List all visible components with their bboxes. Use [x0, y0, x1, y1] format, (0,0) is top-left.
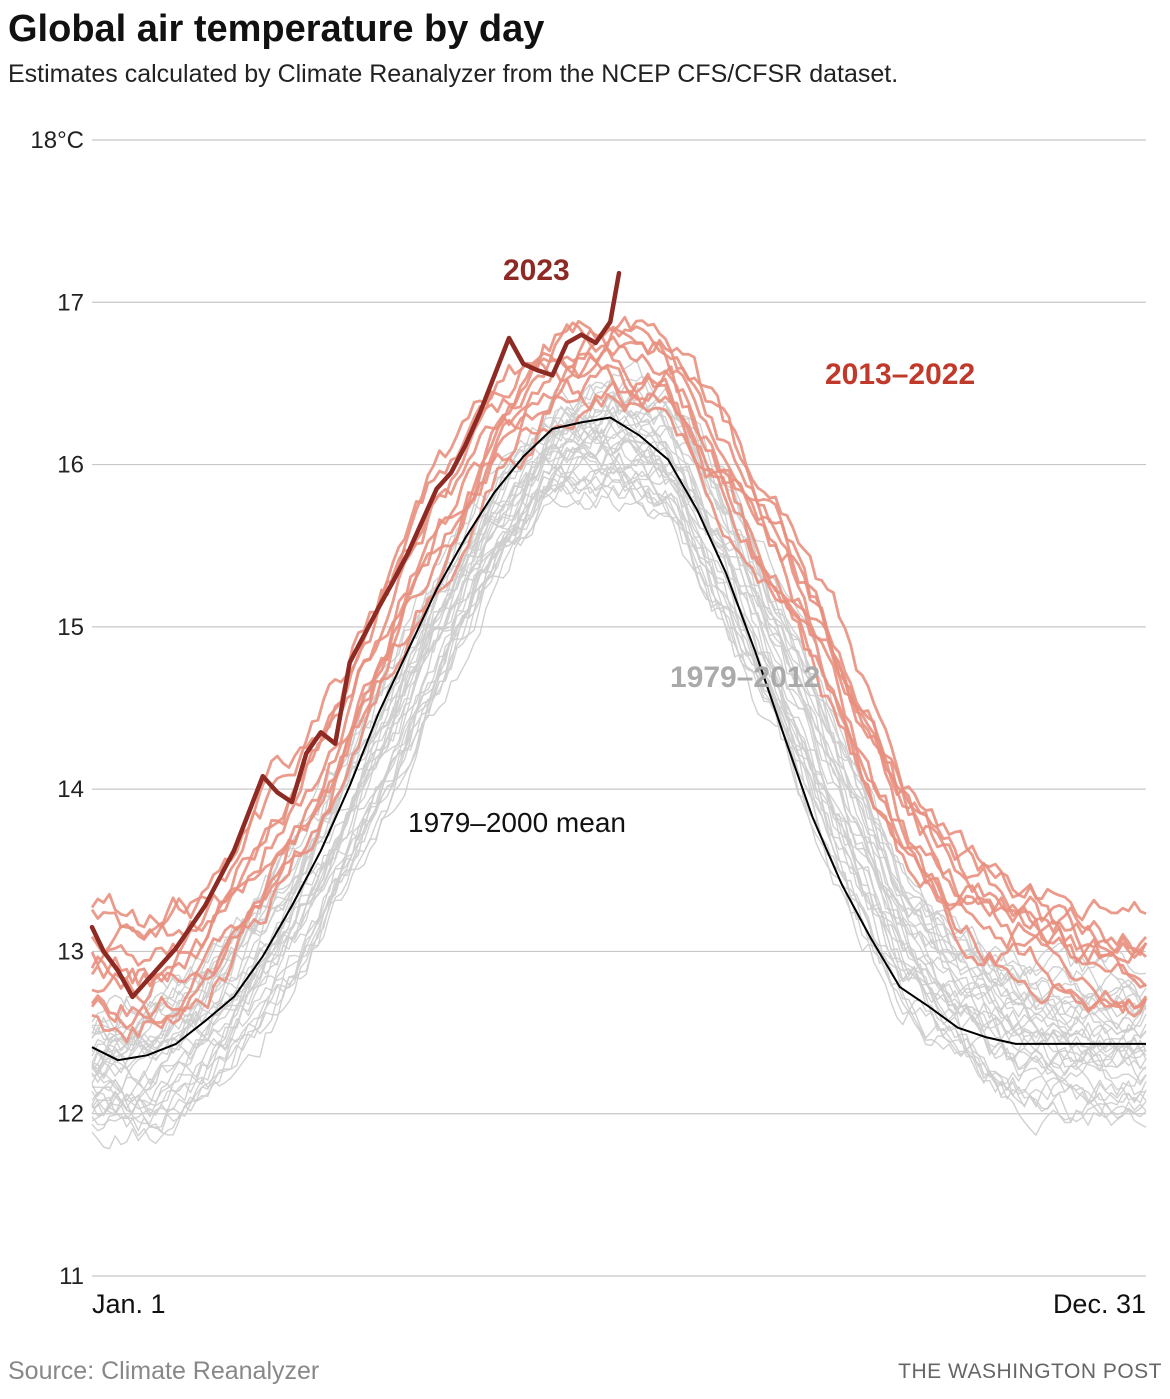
y-tick-label-15: 15 — [57, 614, 84, 641]
series-1979-2012-line-19 — [91, 418, 1147, 1070]
series-2023-line — [89, 270, 622, 1000]
y-tick-label-16: 16 — [57, 452, 84, 479]
series-1979-2012-line-7 — [91, 462, 1147, 1120]
series-1979-2012-lines — [91, 358, 1147, 1150]
series-1979-2012-line-22 — [91, 414, 1147, 1069]
series-2013-2022-line-3 — [90, 363, 1148, 1025]
y-tick-labels: 11 12 13 14 15 16 17 18°C — [30, 127, 84, 1290]
series-2013-2022-line-7 — [90, 334, 1148, 967]
series-2013-2022-lines — [90, 315, 1148, 1044]
series-annotations: 2023 2013–2022 1979–2012 1979–2000 mean — [408, 254, 975, 838]
series-2013-2022-line-8 — [90, 315, 1148, 964]
x-tick-label-start: Jan. 1 — [92, 1289, 166, 1319]
series-mean-line — [91, 416, 1146, 1062]
publisher-credit: THE WASHINGTON POST — [898, 1360, 1162, 1383]
y-tick-label-13: 13 — [57, 938, 84, 965]
mean-1979-2000-line — [91, 416, 1146, 1062]
series-1979-2012-line-2 — [91, 486, 1147, 1145]
label-1979-2012: 1979–2012 — [670, 661, 820, 694]
label-2023: 2023 — [503, 254, 570, 287]
y-tick-label-14: 14 — [57, 776, 84, 803]
source-note: Source: Climate Reanalyzer — [8, 1357, 320, 1385]
series-1979-2012-line-26 — [91, 397, 1147, 1046]
series-2013-2022-line-10 — [90, 321, 1147, 929]
series-2023-polyline — [89, 270, 622, 1000]
temperature-line-chart: 11 12 13 14 15 16 17 18°C Jan. 1 Dec. 31 2023 2… — [30, 127, 1148, 1319]
y-tick-label-12: 12 — [57, 1101, 84, 1128]
series-1979-2012-line-34 — [91, 358, 1147, 1030]
series-1979-2012-line-13 — [91, 439, 1147, 1102]
series-1979-2012-line-31 — [91, 389, 1147, 1035]
y-tick-label-11: 11 — [59, 1263, 84, 1290]
y-gridlines — [92, 139, 1146, 1277]
series-2013-2022-line-1 — [91, 380, 1148, 1044]
series-1979-2012-line-17 — [91, 431, 1147, 1090]
series-2013-2022-line-2 — [90, 378, 1148, 1030]
series-2013-2022-line-4 — [91, 355, 1148, 994]
y-tick-label-17: 17 — [57, 289, 84, 316]
x-tick-label-end: Dec. 31 — [1053, 1289, 1146, 1319]
series-1979-2012-line-4 — [91, 464, 1147, 1130]
series-1979-2012-line-20 — [91, 409, 1147, 1070]
y-tick-label-18: 18°C — [30, 127, 84, 154]
series-1979-2012-line-5 — [91, 471, 1147, 1133]
x-tick-labels: Jan. 1 Dec. 31 — [92, 1289, 1146, 1319]
page-title: Global air temperature by day — [8, 8, 545, 50]
series-1979-2012-line-24 — [91, 414, 1147, 1064]
series-2013-2022-line-9 — [90, 325, 1148, 955]
page-subtitle: Estimates calculated by Climate Reanalyz… — [8, 60, 899, 88]
series-1979-2012-line-16 — [91, 451, 1147, 1094]
series-1979-2012-line-28 — [91, 398, 1147, 1047]
label-mean: 1979–2000 mean — [408, 807, 626, 838]
label-2013-2022: 2013–2022 — [825, 358, 975, 391]
series-1979-2012-line-11 — [91, 444, 1147, 1113]
series-2013-2022-line-5 — [90, 347, 1147, 989]
